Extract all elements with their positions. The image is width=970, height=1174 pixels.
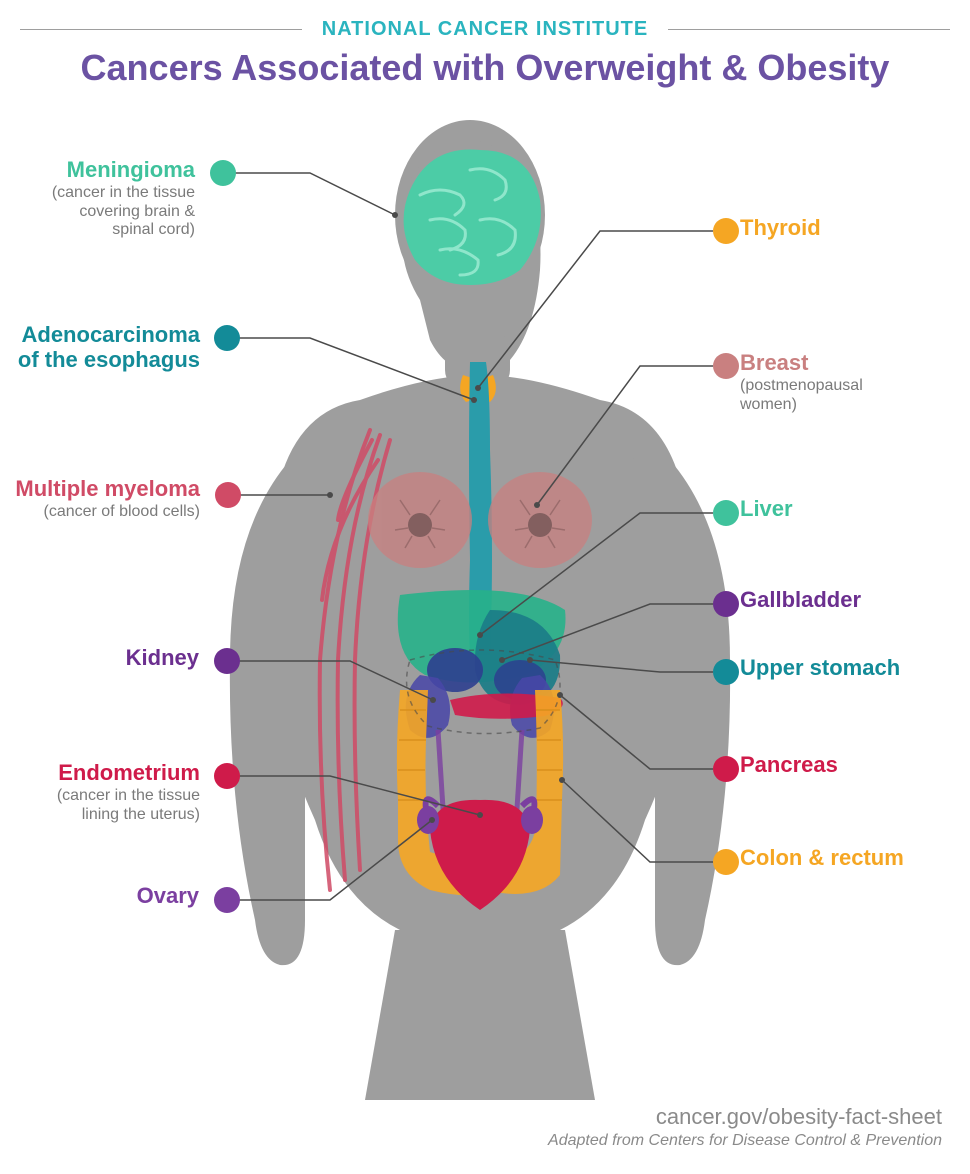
- page-title: Cancers Associated with Overweight & Obe…: [0, 47, 970, 89]
- footer-adapted: Adapted from Centers for Disease Control…: [548, 1132, 942, 1150]
- footer: cancer.gov/obesity-fact-sheet Adapted fr…: [548, 1104, 942, 1150]
- ovary-organ: [417, 806, 439, 834]
- body-diagram: Meningioma(cancer in the tissuecovering …: [0, 100, 970, 1100]
- brain-organ: [404, 150, 541, 286]
- header-rule-right: [668, 29, 950, 30]
- body-illustration: [0, 100, 970, 1100]
- brand-row: NATIONAL CANCER INSTITUTE: [0, 18, 970, 41]
- header-rule-left: [20, 29, 302, 30]
- page: NATIONAL CANCER INSTITUTE Cancers Associ…: [0, 0, 970, 1174]
- brand-label: NATIONAL CANCER INSTITUTE: [322, 18, 648, 41]
- footer-url: cancer.gov/obesity-fact-sheet: [548, 1104, 942, 1130]
- header: NATIONAL CANCER INSTITUTE Cancers Associ…: [0, 18, 970, 89]
